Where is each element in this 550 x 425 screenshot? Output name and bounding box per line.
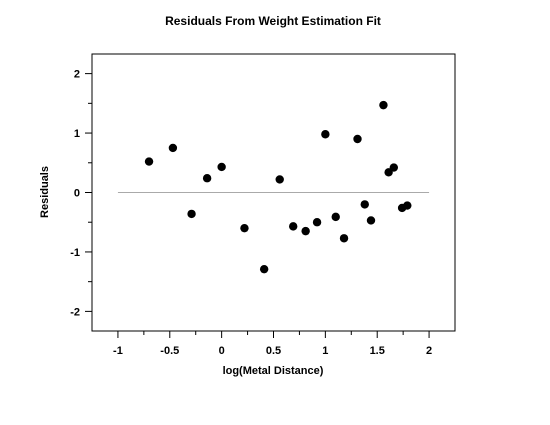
x-axis-ticks: -1 -0.5 0 0.5 1 1.5 2 [113,331,432,357]
data-point [403,201,412,210]
y-tick-label: -2 [70,306,80,318]
data-point [312,218,322,227]
data-point [331,212,340,222]
x-tick-label: 1 [322,345,328,357]
data-point [360,200,369,209]
x-tick-label: 0 [219,345,225,357]
data-point [379,100,388,110]
x-tick-label: -0.5 [160,345,179,357]
y-axis-label: Residuals [39,166,51,218]
data-point [275,175,284,184]
data-point [240,223,249,233]
x-tick-label: 0.5 [266,345,281,357]
x-tick-label: -1 [113,345,123,357]
data-point [168,143,178,153]
data-point [202,174,212,183]
data-point [289,222,298,231]
data-point [366,216,376,225]
data-point [187,209,196,219]
data-point [144,157,154,166]
data-point [259,264,269,274]
data-point [339,234,349,243]
y-axis-ticks: -2 -1 0 1 2 [70,69,92,318]
data-points [144,100,412,274]
y-tick-label: 2 [74,69,80,81]
data-point [321,130,330,139]
x-tick-label: 2 [426,345,432,357]
y-tick-label: -1 [70,247,80,259]
y-tick-label: 0 [74,188,80,200]
data-point [301,226,310,236]
data-point [353,134,362,144]
data-point [217,162,226,172]
chart-title: Residuals From Weight Estimation Fit [165,14,381,28]
data-point [389,163,399,172]
x-axis-label: log(Metal Distance) [223,365,324,377]
x-tick-label: 1.5 [370,345,385,357]
y-tick-label: 1 [74,128,80,140]
